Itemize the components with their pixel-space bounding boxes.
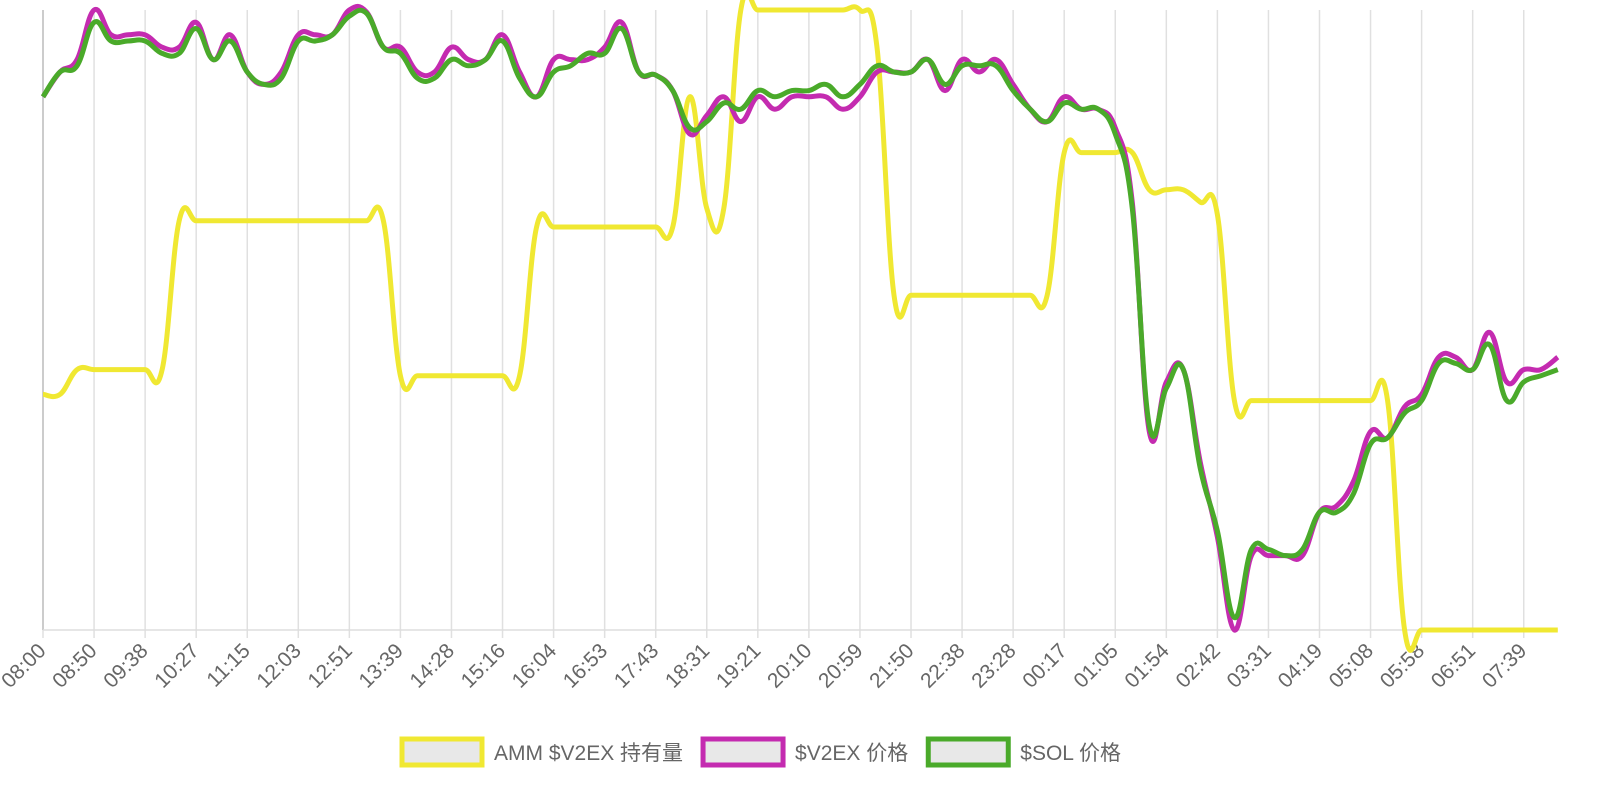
x-tick-label: 07:39 (1478, 639, 1531, 692)
x-tick-label: 11:15 (202, 639, 254, 691)
x-tick-label: 13:39 (355, 639, 408, 692)
x-tick-label: 08:50 (48, 639, 101, 692)
x-tick-label: 20:10 (763, 639, 816, 692)
x-tick-label: 14:28 (406, 639, 459, 692)
x-tick-label: 05:08 (1325, 639, 1378, 692)
x-tick-label: 09:38 (99, 639, 152, 692)
x-tick-label: 17:43 (610, 639, 663, 692)
x-tick-label: 16:53 (559, 639, 612, 692)
x-tick-label: 01:54 (1120, 639, 1174, 693)
x-tick-label: 06:51 (1427, 639, 1480, 692)
x-tick-label: 01:05 (1069, 639, 1122, 692)
legend: AMM $V2EX 持有量 $V2EX 价格 $SOL 价格 (399, 736, 1121, 768)
x-tick-label: 21:50 (865, 639, 918, 692)
x-tick-label: 20:59 (814, 639, 867, 692)
x-tick-label: 08:00 (0, 639, 51, 692)
x-tick-label: 04:19 (1274, 639, 1327, 692)
x-tick-label: 15:16 (457, 639, 510, 692)
x-tick-label: 12:03 (252, 639, 305, 692)
legend-label: $SOL 价格 (1020, 742, 1121, 765)
legend-label: AMM $V2EX 持有量 (494, 742, 683, 765)
legend-swatch (925, 736, 1011, 768)
x-tick-label: 10:27 (150, 639, 203, 692)
legend-label: $V2EX 价格 (795, 742, 908, 765)
x-tick-label: 18:31 (661, 639, 714, 692)
x-tick-label: 00:17 (1018, 639, 1071, 692)
legend-swatch (399, 736, 485, 768)
series-line (42, 0, 1558, 653)
x-tick-label: 23:28 (967, 639, 1020, 692)
x-tick-label: 22:38 (916, 639, 969, 692)
x-tick-label: 03:31 (1223, 639, 1276, 692)
x-tick-label: 02:42 (1171, 639, 1224, 692)
series-line (40, 7, 1559, 621)
x-tick-label: 12:51 (303, 639, 356, 692)
legend-swatch (700, 736, 786, 768)
x-tick-label: 19:21 (712, 639, 765, 692)
x-tick-label: 05:58 (1376, 639, 1429, 692)
series-line (40, 3, 1560, 633)
x-tick-label: 16:04 (508, 639, 562, 693)
